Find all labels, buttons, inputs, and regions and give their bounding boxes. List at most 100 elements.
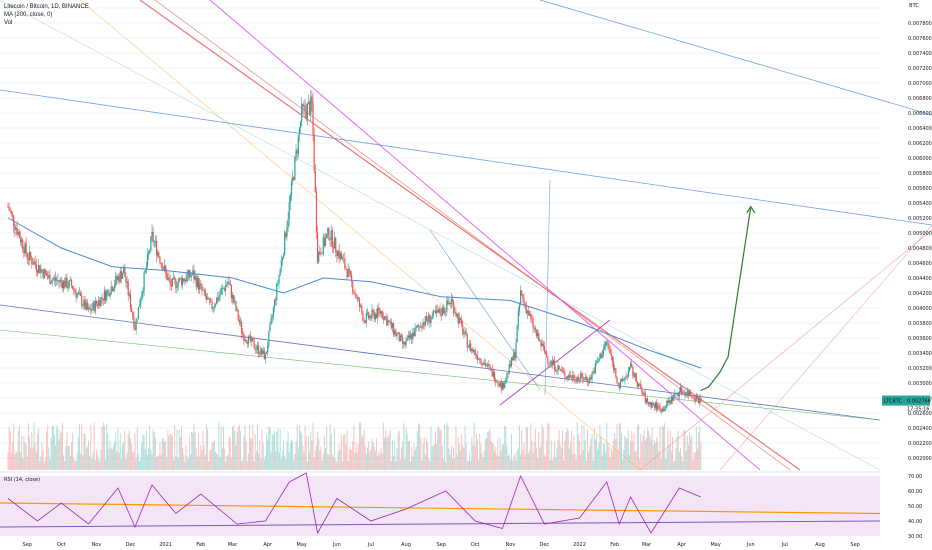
volume-bar [359,422,361,470]
candle-body [252,338,254,341]
candle-body [576,377,578,382]
candle-body [592,371,594,374]
time-tick-label: Jun [332,542,341,548]
candle-body [310,96,312,115]
volume-bar [277,428,279,470]
volume-bar [699,426,701,470]
candle-body [594,363,597,373]
time-tick-label: Jul [367,542,374,548]
candle-body [578,379,581,380]
candle-body [189,276,192,278]
volume-bar [590,438,592,470]
volume-bar [598,442,600,470]
candle-body [612,361,615,371]
volume-bar [425,438,427,470]
volume-bar [448,448,450,470]
volume-bar [238,424,240,470]
candle-body [312,102,314,135]
symbol-title[interactable]: Litecoin / Bitcoin, 1D, BINANCE [4,4,89,10]
candle-body [221,288,223,290]
volume-bar [135,458,137,470]
volume-bar [467,461,469,470]
volume-legend[interactable]: Vol [4,20,13,26]
candle-body [508,363,510,374]
volume-bar [436,443,438,470]
price-tick-label: 0.006000 [908,156,932,162]
volume-bar [131,444,133,470]
volume-bar [326,426,328,470]
time-tick-label: Feb [610,542,619,548]
volume-bar [691,434,693,470]
candle-body [261,348,263,355]
volume-bar [398,430,400,470]
candle-body [415,327,417,328]
candle-body [501,382,504,390]
volume-bar [213,440,215,470]
candle-body [574,379,576,381]
volume-bar [279,428,281,470]
volume-bar [271,433,273,470]
volume-bar [225,461,227,470]
volume-bar [320,446,322,470]
candle-body [132,311,134,317]
ma-legend[interactable]: MA (200, close, 0) [4,12,53,18]
candle-body [438,308,440,313]
volume-bar [102,422,104,470]
volume-bar [480,443,482,470]
volume-bar [672,436,674,470]
volume-bar [508,453,510,470]
price-tick-label: 0.007000 [908,81,932,87]
volume-bar [469,452,471,470]
volume-bar [36,434,38,470]
candle-body [369,315,371,319]
volume-bar [603,443,605,470]
volume-bar [310,432,312,470]
candle-body [408,335,411,339]
candle-body [199,283,201,290]
volume-bar [413,443,415,470]
volume-bar [275,451,277,470]
candle-body [395,330,397,336]
price-tick-label: 0.007200 [908,66,932,72]
volume-bar [263,459,265,470]
candle-body [391,323,394,328]
volume-bar [657,441,659,470]
candle-body [483,362,485,365]
volume-bar [48,447,50,470]
volume-bar [345,444,347,470]
price-tick-label: 0.004400 [908,276,932,282]
volume-bar [356,452,358,470]
time-tick-label: Sep [23,542,32,548]
candle-body [78,292,81,294]
candle-body [640,383,642,389]
candle-body [320,253,322,255]
candle-body [9,210,11,212]
volume-bar [497,436,499,470]
volume-bar [82,455,84,470]
candle-body [595,362,598,364]
candle-body [68,280,70,287]
volume-bar [445,461,447,470]
candle-body [7,206,9,208]
candle-body [684,392,686,396]
candle-body [218,296,220,301]
volume-bar [63,455,65,470]
candle-body [366,312,369,314]
candle-body [15,228,17,230]
candle-body [417,325,420,327]
volume-bar [613,440,615,470]
candle-body [464,331,466,334]
candle-body [347,268,349,278]
candle-body [593,371,595,373]
volume-bar [132,452,134,470]
candle-body [516,326,518,343]
volume-bar [351,449,353,470]
volume-bar [503,443,505,470]
candle-body [82,305,84,307]
volume-bar [219,457,221,470]
volume-bar [631,431,633,470]
candle-body [627,370,629,377]
candle-body [527,310,530,316]
candle-body [264,353,267,360]
